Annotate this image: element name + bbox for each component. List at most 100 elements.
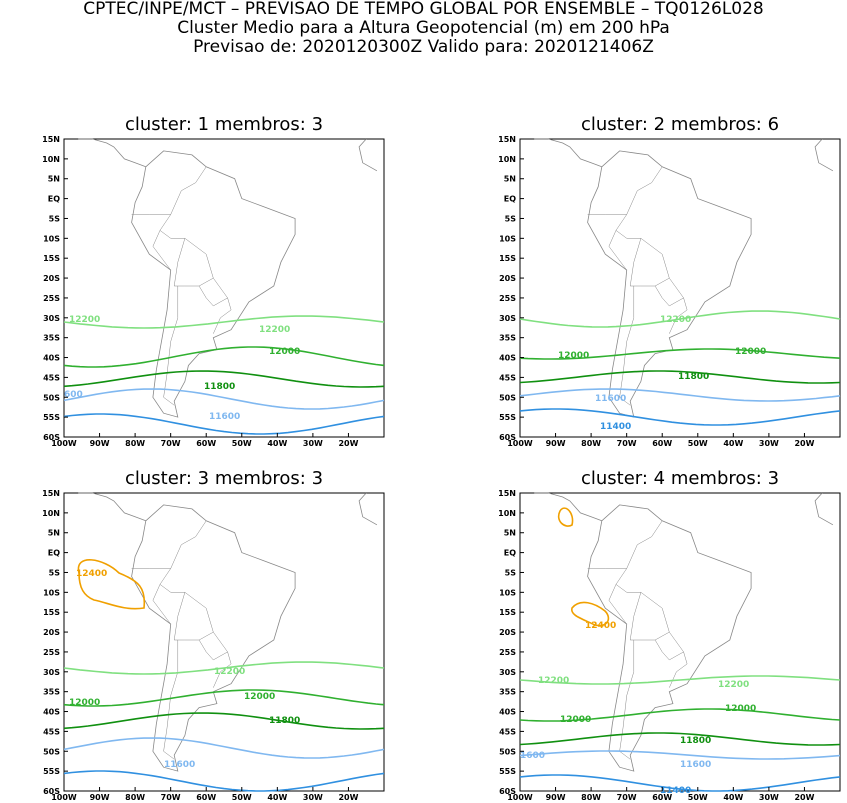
lon-tick-label: 70W bbox=[161, 439, 181, 448]
contour-label: 1600 bbox=[520, 751, 545, 761]
coastline-central-america bbox=[78, 138, 146, 168]
contour-line-11400 bbox=[519, 408, 841, 426]
contour-loop-12400 bbox=[77, 559, 146, 610]
lat-tick-label: 30S bbox=[43, 668, 60, 677]
map-frame bbox=[519, 138, 841, 438]
lat-tick-label: 35S bbox=[43, 688, 60, 697]
lon-tick-label: 60W bbox=[196, 793, 216, 802]
country-border bbox=[173, 592, 214, 641]
header-line-2: Cluster Medio para a Altura Geopotencial… bbox=[177, 18, 670, 38]
contour-line-12000 bbox=[63, 346, 385, 368]
map-panel-4: 12400 12200 12200 12000 12000 11800 11600 1600 1… bbox=[498, 489, 841, 802]
contour-line-11600 bbox=[519, 388, 841, 402]
contour-loop-12400 bbox=[557, 507, 574, 527]
coastline-central-america bbox=[78, 492, 146, 522]
contour-line-11800 bbox=[63, 712, 385, 730]
lat-tick-label: 50S bbox=[499, 747, 516, 756]
panel-4-title: cluster: 4 membros: 3 bbox=[580, 468, 780, 489]
lon-tick-label: 20W bbox=[338, 793, 358, 802]
lat-tick-label: EQ bbox=[504, 549, 516, 558]
lat-tick-label: EQ bbox=[504, 195, 516, 204]
country-border bbox=[173, 238, 214, 287]
lat-tick-label: 40S bbox=[499, 354, 516, 363]
contour-label: 11800 bbox=[678, 372, 709, 382]
lat-tick-label: 35S bbox=[499, 334, 516, 343]
contour-line-11800 bbox=[63, 370, 385, 388]
lat-tick-label: 20S bbox=[499, 274, 516, 283]
lat-tick-label: EQ bbox=[48, 195, 60, 204]
contour-label: 11400 bbox=[600, 422, 631, 432]
contour-label: 11600 bbox=[164, 760, 195, 770]
contour-label: 12200 bbox=[214, 667, 245, 677]
lat-tick-label: 45S bbox=[43, 373, 60, 382]
lat-tick-label: 60S bbox=[499, 433, 516, 442]
contour-line-11600 bbox=[519, 750, 841, 760]
contour-loop-12400 bbox=[571, 601, 610, 627]
lon-tick-label: 30W bbox=[759, 793, 779, 802]
country-border bbox=[654, 285, 684, 307]
lon-tick-label: 40W bbox=[267, 439, 287, 448]
lat-tick-label: 25S bbox=[43, 294, 60, 303]
contour-line-11400 bbox=[519, 774, 841, 792]
country-border bbox=[629, 592, 670, 641]
panel-2-title: cluster: 2 membros: 6 bbox=[580, 114, 780, 135]
lat-tick-label: 40S bbox=[499, 708, 516, 717]
contour-label: 12000 bbox=[558, 351, 589, 361]
contour-label: 11600 bbox=[595, 394, 626, 404]
contour-label: 12000 bbox=[269, 347, 300, 357]
contour-line-12000 bbox=[63, 689, 385, 707]
map-frame bbox=[519, 492, 841, 792]
map-panel-2: 12200 12000 12000 11800 11600 11400 15N 10N 5N EQ… bbox=[498, 135, 841, 448]
lon-tick-label: 80W bbox=[125, 439, 145, 448]
contour-line-11800 bbox=[519, 732, 841, 746]
lon-tick-label: 50W bbox=[232, 793, 252, 802]
lon-tick-label: 80W bbox=[581, 439, 601, 448]
header-line-3: Previsao de: 2020120300Z Valido para: 20… bbox=[193, 37, 654, 57]
lat-tick-label: 15S bbox=[43, 254, 60, 263]
lon-tick-label: 20W bbox=[794, 793, 814, 802]
lat-tick-label: 20S bbox=[499, 628, 516, 637]
lat-tick-label: 40S bbox=[43, 354, 60, 363]
lat-tick-label: 35S bbox=[499, 688, 516, 697]
lon-tick-label: 60W bbox=[652, 793, 672, 802]
lon-tick-label: 60W bbox=[652, 439, 672, 448]
contour-label: 11800 bbox=[269, 716, 300, 726]
lat-tick-label: 50S bbox=[43, 393, 60, 402]
contour-label: 12000 bbox=[735, 347, 766, 357]
lat-tick-label: 10N bbox=[42, 155, 60, 164]
lat-tick-label: 10S bbox=[499, 234, 516, 243]
contour-line-12200 bbox=[519, 675, 841, 685]
lat-tick-label: 60S bbox=[43, 433, 60, 442]
country-border bbox=[629, 238, 670, 287]
lon-tick-label: 100W bbox=[507, 439, 533, 448]
lon-tick-label: 30W bbox=[759, 439, 779, 448]
lat-tick-label: 5S bbox=[49, 214, 61, 223]
contour-line-12200 bbox=[519, 310, 841, 328]
lon-tick-label: 20W bbox=[338, 439, 358, 448]
country-border bbox=[163, 640, 179, 760]
lat-tick-label: 25S bbox=[43, 648, 60, 657]
lat-tick-label: 20S bbox=[43, 274, 60, 283]
lat-tick-label: 55S bbox=[43, 413, 60, 422]
coastline-africa bbox=[358, 138, 378, 172]
lon-tick-label: 70W bbox=[617, 439, 637, 448]
country-border bbox=[608, 230, 627, 271]
country-border bbox=[152, 584, 171, 625]
contour-line-11800 bbox=[519, 370, 841, 384]
country-border bbox=[198, 285, 228, 307]
contour-label: 11400 bbox=[660, 786, 691, 796]
contour-label: 11800 bbox=[680, 736, 711, 746]
lat-tick-label: 60S bbox=[499, 787, 516, 796]
lon-tick-label: 90W bbox=[90, 439, 110, 448]
contour-line-12000 bbox=[519, 348, 841, 360]
lat-tick-label: 55S bbox=[499, 413, 516, 422]
contour-label: 12000 bbox=[69, 698, 100, 708]
lat-tick-label: 60S bbox=[43, 787, 60, 796]
lon-tick-label: 40W bbox=[267, 793, 287, 802]
lat-tick-label: 5N bbox=[48, 529, 60, 538]
coastline-africa bbox=[358, 492, 378, 526]
lat-tick-label: 45S bbox=[499, 727, 516, 736]
lat-tick-label: 25S bbox=[499, 648, 516, 657]
lon-tick-label: 90W bbox=[546, 439, 566, 448]
